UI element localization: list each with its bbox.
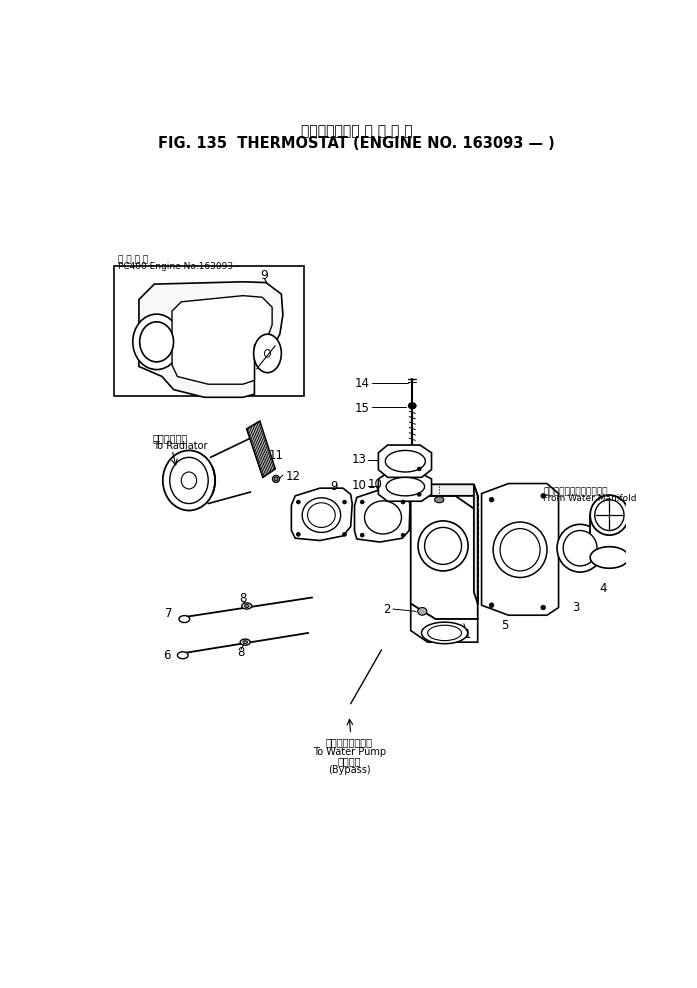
Ellipse shape	[401, 500, 405, 504]
Text: 1: 1	[464, 628, 471, 641]
Ellipse shape	[302, 498, 341, 533]
Ellipse shape	[386, 477, 424, 496]
Ellipse shape	[428, 625, 461, 640]
Text: 9: 9	[261, 269, 268, 283]
Text: 6: 6	[163, 649, 171, 662]
Ellipse shape	[557, 525, 603, 572]
Polygon shape	[291, 488, 352, 540]
Polygon shape	[355, 490, 410, 542]
Ellipse shape	[500, 529, 540, 571]
Ellipse shape	[422, 622, 468, 644]
Ellipse shape	[139, 322, 174, 362]
Polygon shape	[378, 473, 431, 501]
Ellipse shape	[489, 497, 494, 502]
Ellipse shape	[274, 477, 278, 481]
Polygon shape	[411, 604, 477, 642]
Ellipse shape	[418, 492, 421, 496]
Text: フォータマニホールドから: フォータマニホールドから	[543, 487, 608, 497]
Ellipse shape	[563, 531, 597, 566]
Ellipse shape	[401, 534, 405, 537]
Ellipse shape	[343, 533, 346, 536]
Ellipse shape	[541, 606, 546, 610]
Text: PC400 Engine No.163093−: PC400 Engine No.163093−	[118, 262, 240, 271]
Text: バイパス: バイパス	[337, 756, 361, 766]
Ellipse shape	[489, 603, 494, 608]
Ellipse shape	[435, 497, 444, 503]
Polygon shape	[172, 295, 272, 384]
Text: サーモスタット 適 用 号 機: サーモスタット 適 用 号 機	[301, 124, 413, 138]
Ellipse shape	[179, 616, 190, 622]
Ellipse shape	[418, 608, 427, 616]
Ellipse shape	[242, 603, 252, 609]
Ellipse shape	[493, 522, 547, 577]
Text: 13: 13	[351, 453, 366, 466]
Text: 5: 5	[501, 618, 508, 631]
Text: 7: 7	[164, 608, 172, 620]
Text: 適 用 号 機: 適 用 号 機	[118, 255, 148, 264]
Ellipse shape	[307, 503, 335, 528]
Text: To Water Pump: To Water Pump	[312, 747, 385, 757]
Ellipse shape	[254, 334, 282, 372]
Polygon shape	[139, 282, 283, 397]
Ellipse shape	[640, 511, 646, 515]
Polygon shape	[482, 483, 558, 616]
Text: ラジエータへ: ラジエータへ	[153, 433, 188, 443]
Polygon shape	[411, 484, 477, 496]
Text: 4: 4	[599, 582, 607, 595]
Ellipse shape	[590, 546, 629, 568]
Ellipse shape	[245, 605, 249, 608]
Text: 2: 2	[383, 603, 391, 616]
Ellipse shape	[595, 500, 624, 531]
Text: 10: 10	[368, 478, 383, 491]
Polygon shape	[378, 445, 431, 477]
Text: 9: 9	[330, 480, 337, 493]
Ellipse shape	[418, 521, 468, 571]
Ellipse shape	[385, 451, 425, 472]
Ellipse shape	[132, 314, 181, 370]
Ellipse shape	[360, 534, 364, 537]
Bar	[114, 267, 305, 396]
Ellipse shape	[243, 640, 247, 644]
Text: 8: 8	[239, 592, 247, 605]
Ellipse shape	[264, 350, 270, 358]
Text: 3: 3	[572, 601, 579, 614]
Ellipse shape	[418, 467, 421, 471]
Text: 10: 10	[351, 479, 366, 492]
Bar	[590, 515, 629, 557]
Text: 8: 8	[238, 646, 245, 659]
Text: 15: 15	[355, 401, 370, 415]
Ellipse shape	[163, 451, 215, 511]
Ellipse shape	[240, 639, 250, 645]
Polygon shape	[247, 421, 275, 477]
Ellipse shape	[408, 403, 416, 409]
Ellipse shape	[590, 495, 629, 535]
Text: To Radiator: To Radiator	[153, 441, 207, 451]
Polygon shape	[411, 496, 477, 619]
Ellipse shape	[178, 652, 188, 659]
Text: FIG. 135  THERMOSTAT (ENGINE NO. 163093 — ): FIG. 135 THERMOSTAT (ENGINE NO. 163093 —…	[158, 135, 556, 151]
Text: ウォータポンプへ: ウォータポンプへ	[325, 737, 373, 747]
Polygon shape	[474, 484, 477, 604]
Ellipse shape	[273, 475, 279, 482]
Text: 14: 14	[355, 377, 370, 390]
Text: (Bypass): (Bypass)	[328, 765, 370, 775]
Text: 12: 12	[285, 470, 300, 483]
Ellipse shape	[424, 528, 461, 564]
Ellipse shape	[169, 457, 208, 504]
Text: 11: 11	[269, 449, 284, 461]
Ellipse shape	[296, 533, 300, 536]
Ellipse shape	[360, 500, 364, 504]
Ellipse shape	[296, 500, 300, 504]
Ellipse shape	[365, 501, 401, 534]
Ellipse shape	[343, 500, 346, 504]
Ellipse shape	[541, 494, 546, 498]
Text: From Water Manifold: From Water Manifold	[543, 494, 636, 504]
